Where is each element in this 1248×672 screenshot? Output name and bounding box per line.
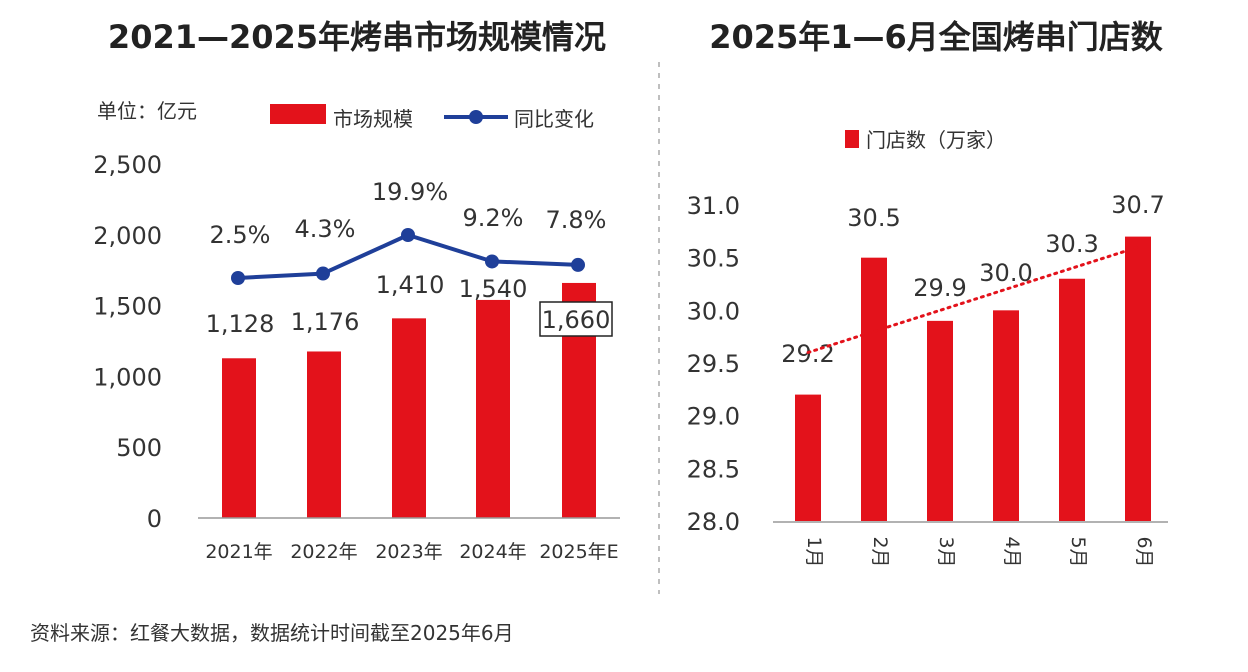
left-yoy-label: 2.5% [210, 221, 271, 249]
right-bar-value-label: 30.3 [1045, 230, 1098, 258]
left-yoy-point [316, 266, 330, 281]
left-yoy-label: 19.9% [372, 178, 448, 206]
right-bar [993, 310, 1019, 521]
left-bar [476, 299, 510, 518]
left-y-tick-label: 0 [147, 505, 162, 533]
left-yoy-line: 2.5% 4.3% 19.9% 9.2% 7.8% [210, 178, 607, 285]
left-x-tick-label: 2024年 [459, 541, 526, 563]
right-y-tick-label: 29.0 [687, 403, 740, 431]
right-bar-value-label: 29.2 [781, 340, 834, 368]
left-yoy-label: 9.2% [463, 204, 524, 232]
right-bar [795, 394, 821, 521]
left-bar-label-box [539, 301, 613, 337]
right-bar [927, 320, 953, 521]
right-y-tick-label: 30.0 [687, 297, 740, 325]
right-bars: 29.2 30.5 29.9 30.0 30.3 30.7 [781, 191, 1165, 521]
right-trendline [806, 245, 1140, 354]
left-x-tick-label: 2025年E [539, 541, 618, 563]
right-bar-value-label: 30.5 [847, 204, 900, 232]
left-yoy-label: 4.3% [295, 215, 356, 243]
right-bar-value-label: 30.7 [1111, 191, 1164, 219]
left-bar-value-label: 1,128 [206, 310, 275, 338]
left-legend-line-marker [469, 110, 483, 124]
right-bar [1125, 236, 1151, 521]
source-note: 资料来源：红餐大数据，数据统计时间截至2025年6月 [30, 621, 514, 645]
left-yoy-point [231, 271, 245, 285]
right-y-tick-label: 28.5 [687, 455, 740, 483]
right-y-tick-label: 29.5 [687, 350, 740, 378]
right-x-tick-label: 3月 [935, 536, 957, 567]
left-bars: 1,128 1,176 1,410 1,540 1,660 [206, 271, 613, 518]
right-x-axis: 1月 2月 3月 4月 5月 6月 [803, 536, 1155, 567]
right-bar [1059, 278, 1085, 521]
left-y-tick-label: 1,500 [93, 293, 162, 321]
left-bar [307, 351, 341, 518]
left-bar [392, 318, 426, 518]
left-bar-value-label: 1,176 [291, 308, 360, 336]
left-x-tick-label: 2022年 [290, 541, 357, 563]
left-legend-line-label: 同比变化 [514, 107, 594, 131]
left-bar-value-label: 1,410 [376, 271, 445, 299]
right-y-axis: 28.0 28.5 29.0 29.5 30.0 30.5 31.0 [687, 192, 740, 536]
right-x-tick-label: 1月 [803, 536, 825, 567]
right-bar [861, 257, 887, 521]
right-y-tick-label: 31.0 [687, 192, 740, 220]
left-bar-value-label: 1,660 [542, 306, 611, 334]
right-x-tick-label: 6月 [1133, 536, 1155, 567]
left-x-tick-label: 2021年 [205, 541, 272, 563]
left-chart-title: 2021—2025年烤串市场规模情况 [108, 18, 606, 56]
left-x-axis: 2021年 2022年 2023年 2024年 2025年E [205, 541, 618, 563]
left-bar-value-label: 1,540 [459, 275, 528, 303]
right-y-tick-label: 28.0 [687, 508, 740, 536]
left-yoy-point [571, 257, 585, 272]
left-legend-bar-swatch [270, 104, 326, 124]
left-y-axis: 0 500 1,000 1,500 2,000 2,500 [93, 151, 162, 533]
right-x-tick-label: 4月 [1001, 536, 1023, 567]
right-x-tick-label: 5月 [1067, 536, 1089, 567]
right-bar-value-label: 30.0 [979, 259, 1032, 287]
left-y-tick-label: 500 [116, 434, 162, 462]
right-trendline-path [806, 245, 1140, 354]
left-yoy-label: 7.8% [546, 206, 607, 234]
left-y-tick-label: 2,000 [93, 222, 162, 250]
right-legend-swatch [845, 130, 859, 148]
right-x-tick-label: 2月 [869, 536, 891, 567]
left-bar [222, 358, 256, 518]
right-chart-title: 2025年1—6月全国烤串门店数 [709, 18, 1164, 56]
right-legend-label: 门店数（万家） [866, 128, 1006, 152]
left-unit-label: 单位：亿元 [97, 99, 197, 123]
left-legend-bar-label: 市场规模 [333, 107, 413, 131]
left-x-tick-label: 2023年 [375, 541, 442, 563]
left-y-tick-label: 1,000 [93, 363, 162, 391]
left-yoy-point [401, 228, 415, 242]
right-bar-value-label: 29.9 [913, 274, 966, 302]
left-y-tick-label: 2,500 [93, 151, 162, 179]
left-yoy-point [485, 254, 499, 269]
right-y-tick-label: 30.5 [687, 245, 740, 273]
